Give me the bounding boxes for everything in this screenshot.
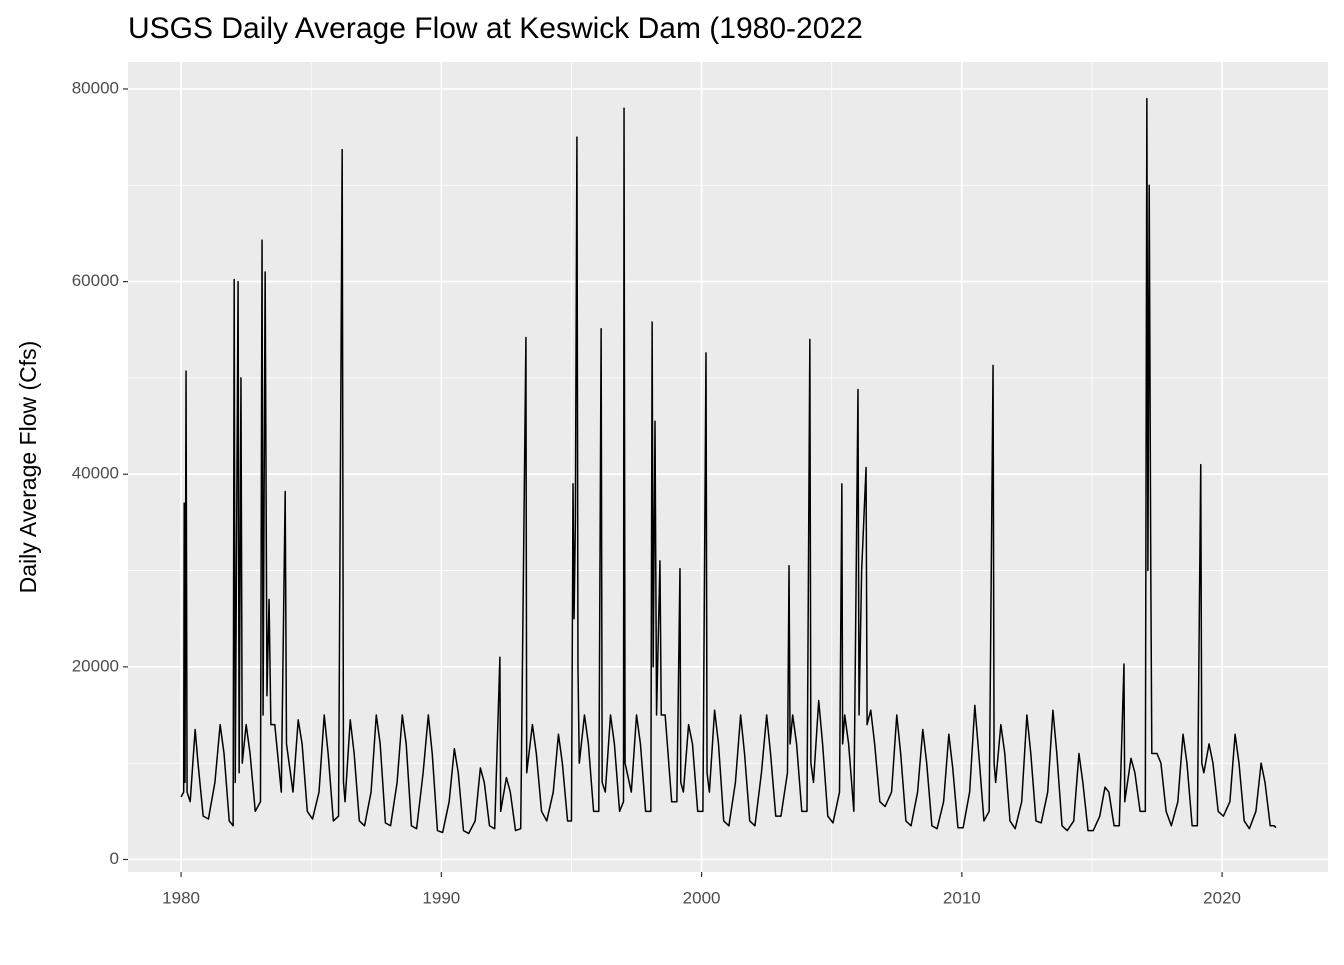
y-tick-label: 0 [110,849,119,868]
y-tick-label: 40000 [72,464,119,483]
x-tick-label: 1990 [422,888,460,907]
x-tick-label: 1980 [162,888,200,907]
y-tick-label: 80000 [72,78,119,97]
chart-title: USGS Daily Average Flow at Keswick Dam (… [128,12,863,45]
x-tick-label: 2010 [943,888,981,907]
y-tick-label: 60000 [72,271,119,290]
flow-line [180,97,1277,835]
panel [128,62,1328,872]
x-tick-label: 2020 [1203,888,1241,907]
y-axis-label: Daily Average Flow (Cfs) [15,341,41,594]
x-tick-label: 2000 [683,888,721,907]
y-tick-label: 20000 [72,656,119,675]
